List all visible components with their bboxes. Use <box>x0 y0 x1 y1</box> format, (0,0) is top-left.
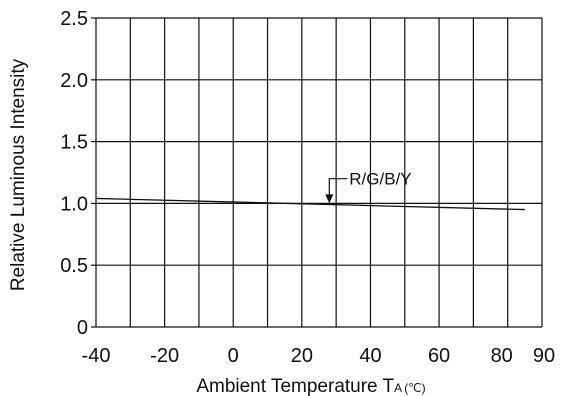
x-tick-label: -20 <box>150 345 179 367</box>
x-axis-title-main: Ambient Temperature T <box>196 376 394 396</box>
x-tick-label: 20 <box>291 345 313 367</box>
y-tick-labels: 0 0.5 1.0 1.5 2.0 2.5 <box>60 8 88 339</box>
x-axis-title-unit: (℃) <box>404 381 425 395</box>
x-axis-title: Ambient Temperature TA (℃) <box>196 376 425 396</box>
x-tick-labels: -40 -20 0 20 40 60 80 90 <box>82 345 556 367</box>
x-tick-label: 80 <box>491 345 513 367</box>
annotation: R/G/B/Y <box>325 170 412 204</box>
y-tick-label: 0 <box>77 317 88 339</box>
x-tick-label: 40 <box>359 345 381 367</box>
y-tick-label: 1.0 <box>60 193 88 215</box>
y-tick-label: 0.5 <box>60 255 88 277</box>
y-axis-title: Relative Luminous Intensity <box>8 58 29 291</box>
x-tick-label: -40 <box>82 345 111 367</box>
y-tick-label: 2.0 <box>60 70 88 92</box>
y-tick-label: 2.5 <box>60 8 88 30</box>
series-line <box>95 197 525 211</box>
series-layer <box>95 197 525 211</box>
x-tick-label: 60 <box>428 345 450 367</box>
x-tick-label: 0 <box>228 345 239 367</box>
annotation-leader <box>328 178 348 198</box>
annotation-arrowhead <box>325 194 334 204</box>
x-tick-label: 90 <box>533 345 555 367</box>
x-axis-title-subscript: A <box>394 381 402 395</box>
grid <box>91 17 543 328</box>
series-label: R/G/B/Y <box>349 170 411 189</box>
y-tick-label: 1.5 <box>60 132 88 154</box>
